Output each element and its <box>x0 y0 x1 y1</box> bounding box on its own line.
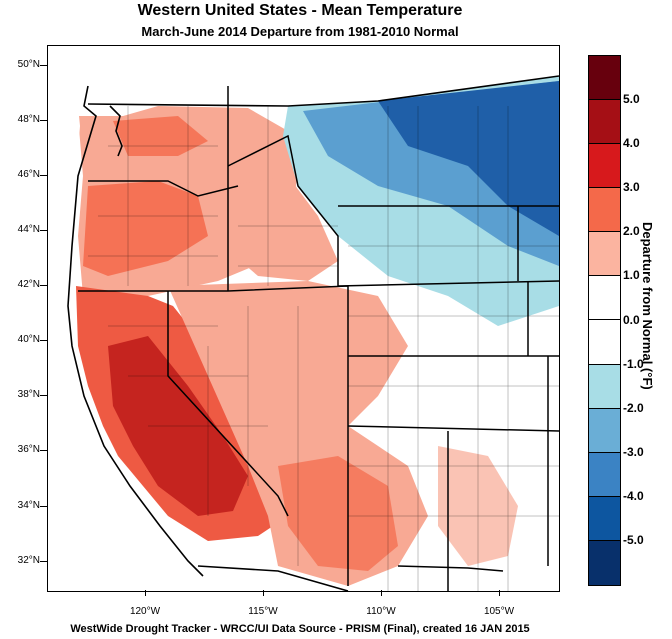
colorbar-label: 5.0 <box>623 92 640 107</box>
latitude-label: 48°N <box>17 114 40 125</box>
longitude-label: 110°W <box>366 606 396 617</box>
region-idaho-warm <box>223 176 338 281</box>
longitude-tick <box>499 590 500 596</box>
colorbar-label: -4.0 <box>623 488 644 503</box>
longitude-tick <box>381 590 382 596</box>
map-subtitle: March-June 2014 Departure from 1981-2010… <box>141 24 459 39</box>
colorbar-swatch <box>589 232 620 277</box>
latitude-tick <box>40 395 47 396</box>
colorbar-swatch <box>589 540 620 585</box>
longitude-label: 115°W <box>248 606 278 617</box>
canada-border <box>87 75 559 107</box>
latitude-tick <box>40 561 47 562</box>
latitude-label: 36°N <box>17 444 40 455</box>
longitude-label: 120°W <box>129 606 161 617</box>
ocean <box>48 46 198 591</box>
latitude-label: 42°N <box>17 279 40 290</box>
puget-sound <box>109 105 123 157</box>
colorbar-swatch <box>589 188 620 233</box>
map-canvas <box>48 46 559 591</box>
latitude-label: 44°N <box>17 224 40 235</box>
colorbar-swatch <box>589 144 620 189</box>
colorbar <box>588 55 621 586</box>
latitude-tick <box>40 175 47 176</box>
map-title: Western United States - Mean Temperature <box>137 2 463 19</box>
colorbar-swatch <box>589 364 620 409</box>
region-north-cool-strong <box>378 81 559 236</box>
latitude-tick <box>40 285 47 286</box>
colorbar-label: -1.0 <box>623 356 644 371</box>
longitude-label: 105°W <box>483 606 515 617</box>
latitude-label: 34°N <box>17 500 40 511</box>
colorbar-swatch <box>589 452 620 497</box>
latitude-label: 38°N <box>17 389 40 400</box>
longitude-tick <box>145 590 146 596</box>
colorbar-title-wrap: Departure from Normal (°F) <box>640 222 672 462</box>
latitude-tick <box>40 65 47 66</box>
mexico-border <box>197 565 504 591</box>
colorbar-label: -5.0 <box>623 532 644 547</box>
colorbar-swatch <box>589 320 620 365</box>
latitude-label: 46°N <box>17 169 40 180</box>
colorbar-label: -3.0 <box>623 444 644 459</box>
temperature-map <box>47 45 560 592</box>
latitude-tick <box>40 506 47 507</box>
region-oregon-warm <box>83 181 208 276</box>
colorbar-swatch <box>589 276 620 321</box>
colorbar-label: 0.0 <box>623 312 640 327</box>
colorbar-label: 1.0 <box>623 268 640 283</box>
colorbar-title: Departure from Normal (°F) <box>640 222 655 390</box>
colorbar-swatch <box>589 408 620 453</box>
latitude-tick <box>40 120 47 121</box>
colorbar-label: 2.0 <box>623 224 640 239</box>
colorbar-label: 3.0 <box>623 180 640 195</box>
latitude-tick <box>40 340 47 341</box>
coastline <box>67 85 204 577</box>
colorbar-swatch <box>589 496 620 541</box>
longitude-tick <box>263 590 264 596</box>
latitude-tick <box>40 230 47 231</box>
latitude-tick <box>40 450 47 451</box>
latitude-label: 32°N <box>17 555 40 566</box>
latitude-label: 40°N <box>17 334 40 345</box>
colorbar-swatch <box>589 100 620 145</box>
colorbar-label: 4.0 <box>623 136 640 151</box>
latitude-label: 50°N <box>17 59 40 70</box>
county-borders <box>88 106 559 591</box>
colorbar-swatch <box>589 56 620 101</box>
canada-blank <box>88 46 559 106</box>
footer-credit: WestWide Drought Tracker - WRCC/UI Data … <box>70 623 530 635</box>
region-arizona-warm <box>278 456 398 571</box>
colorbar-label: -2.0 <box>623 400 644 415</box>
mexico-blank <box>188 566 338 591</box>
state-borders <box>78 86 559 591</box>
